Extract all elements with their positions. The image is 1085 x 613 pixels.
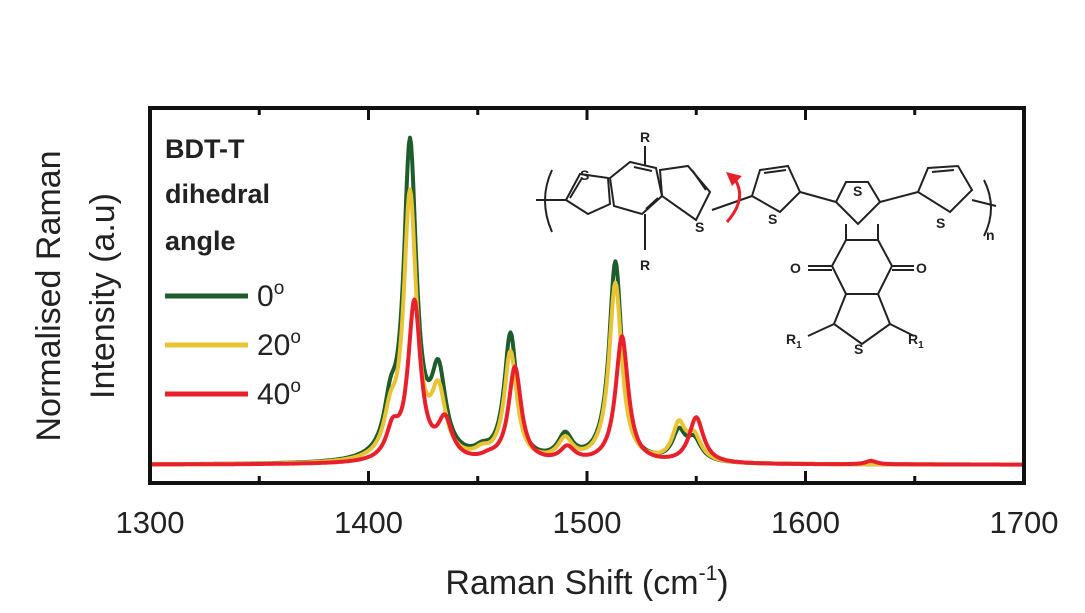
r1-left-bond <box>807 323 835 337</box>
bdt-left-thiophene <box>564 172 612 216</box>
legend-label-20deg: 20o <box>257 327 301 362</box>
bond <box>633 166 653 172</box>
tick-layer <box>148 108 1026 483</box>
mol-label-r-top: R <box>640 129 650 145</box>
mol-label-s-core-top: S <box>853 183 862 199</box>
thiophene-1 <box>750 164 802 214</box>
series-layer <box>149 135 1025 467</box>
legend-title-line1: BDT-T <box>165 134 245 164</box>
mol-label-r-bottom: R <box>640 257 650 273</box>
right-bracket <box>983 179 992 237</box>
right-bond <box>971 199 997 207</box>
x-tick-label: 1700 <box>990 505 1059 540</box>
bdt-right-thiophene <box>658 164 712 222</box>
x-tick-label: 1400 <box>334 505 403 540</box>
core-thiophene-bottom <box>832 293 892 346</box>
r1-right-bond <box>889 323 915 337</box>
mol-label-r1-left: R1 <box>786 331 802 351</box>
mol-label-s-bdt-right: S <box>695 219 704 235</box>
legend-title-line2: dihedral <box>165 179 270 209</box>
x-tick-labels: 1300 1400 1500 1600 1700 <box>116 505 1059 540</box>
bdt-benzene <box>608 160 664 216</box>
bond <box>763 169 787 174</box>
mol-label-s-core-bottom: S <box>854 341 863 357</box>
bond <box>645 197 659 210</box>
legend: BDT-T dihedral angle 0o 20o 40o <box>165 134 301 411</box>
bond <box>569 177 583 199</box>
mol-label-s-thiophene-2: S <box>936 215 945 231</box>
rotation-arrow-head <box>726 172 742 186</box>
y-axis-title-line1: Normalised Raman <box>30 151 68 442</box>
series-line-40deg <box>149 297 1025 467</box>
quinone-ring <box>830 239 894 295</box>
x-tick-label: 1500 <box>553 505 622 540</box>
mol-label-o-right: O <box>916 260 927 276</box>
legend-label-40deg: 40o <box>257 376 301 411</box>
y-axis-title-line2: Intensity (a.u) <box>84 193 122 399</box>
thiophene-2 <box>916 164 974 214</box>
series-line-20deg <box>149 187 1025 467</box>
polymer-structure <box>536 146 997 346</box>
x-axis-title: Raman Shift (cm-1) <box>445 562 728 602</box>
x-tick-label: 1300 <box>116 505 185 540</box>
link-bond-2 <box>799 191 837 203</box>
x-tick-label: 1600 <box>771 505 840 540</box>
legend-label-0deg: 0o <box>257 278 284 313</box>
mol-label-n: n <box>986 227 995 243</box>
bond <box>931 169 955 173</box>
link-bond-1 <box>711 195 753 211</box>
bond <box>691 169 707 191</box>
mol-label-s-bdt-left: S <box>580 167 589 183</box>
legend-title-line3: angle <box>165 226 236 256</box>
link-bond-3 <box>879 191 919 203</box>
mol-label-o-left: O <box>790 260 801 276</box>
mol-label-s-thiophene-1: S <box>768 211 777 227</box>
core-thiophene-top <box>834 181 882 226</box>
series-line-0deg <box>149 135 1025 467</box>
mol-label-r1-right: R1 <box>908 331 924 351</box>
